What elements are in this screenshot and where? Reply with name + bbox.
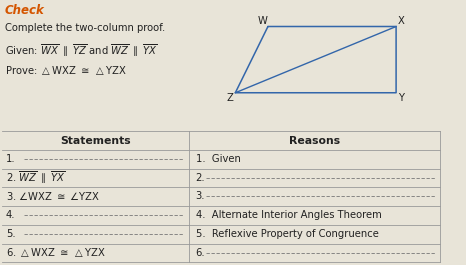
Text: Reasons: Reasons xyxy=(289,136,340,146)
Text: 2. $\overline{WZ}$ $\parallel$ $\overline{YX}$: 2. $\overline{WZ}$ $\parallel$ $\overlin… xyxy=(6,169,66,186)
Text: X: X xyxy=(397,16,404,26)
Text: 4.  Alternate Interior Angles Theorem: 4. Alternate Interior Angles Theorem xyxy=(196,210,382,220)
Text: 6.: 6. xyxy=(196,248,206,258)
Text: Prove: $\triangle$WXZ $\cong$ $\triangle$YZX: Prove: $\triangle$WXZ $\cong$ $\triangle… xyxy=(5,64,126,77)
Text: 1.  Given: 1. Given xyxy=(196,154,240,164)
Text: 1.: 1. xyxy=(6,154,16,164)
Text: 3. $\angle$WXZ $\cong$ $\angle$YZX: 3. $\angle$WXZ $\cong$ $\angle$YZX xyxy=(6,190,101,202)
Text: Y: Y xyxy=(398,93,404,103)
Text: Given: $\overline{WX}$ $\parallel$ $\overline{YZ}$ and $\overline{WZ}$ $\paralle: Given: $\overline{WX}$ $\parallel$ $\ove… xyxy=(5,42,158,59)
Text: 4.: 4. xyxy=(6,210,15,220)
Text: 3.: 3. xyxy=(196,191,205,201)
Text: Statements: Statements xyxy=(60,136,131,146)
Text: 2.: 2. xyxy=(196,173,206,183)
Text: Complete the two-column proof.: Complete the two-column proof. xyxy=(5,23,165,33)
Text: 5.: 5. xyxy=(6,229,16,239)
Text: W: W xyxy=(257,16,267,26)
Text: 5.  Reflexive Property of Congruence: 5. Reflexive Property of Congruence xyxy=(196,229,378,239)
Text: Z: Z xyxy=(226,93,233,103)
Text: 6. $\triangle$WXZ $\cong$ $\triangle$YZX: 6. $\triangle$WXZ $\cong$ $\triangle$YZX xyxy=(6,246,106,259)
Text: Check: Check xyxy=(5,4,45,17)
